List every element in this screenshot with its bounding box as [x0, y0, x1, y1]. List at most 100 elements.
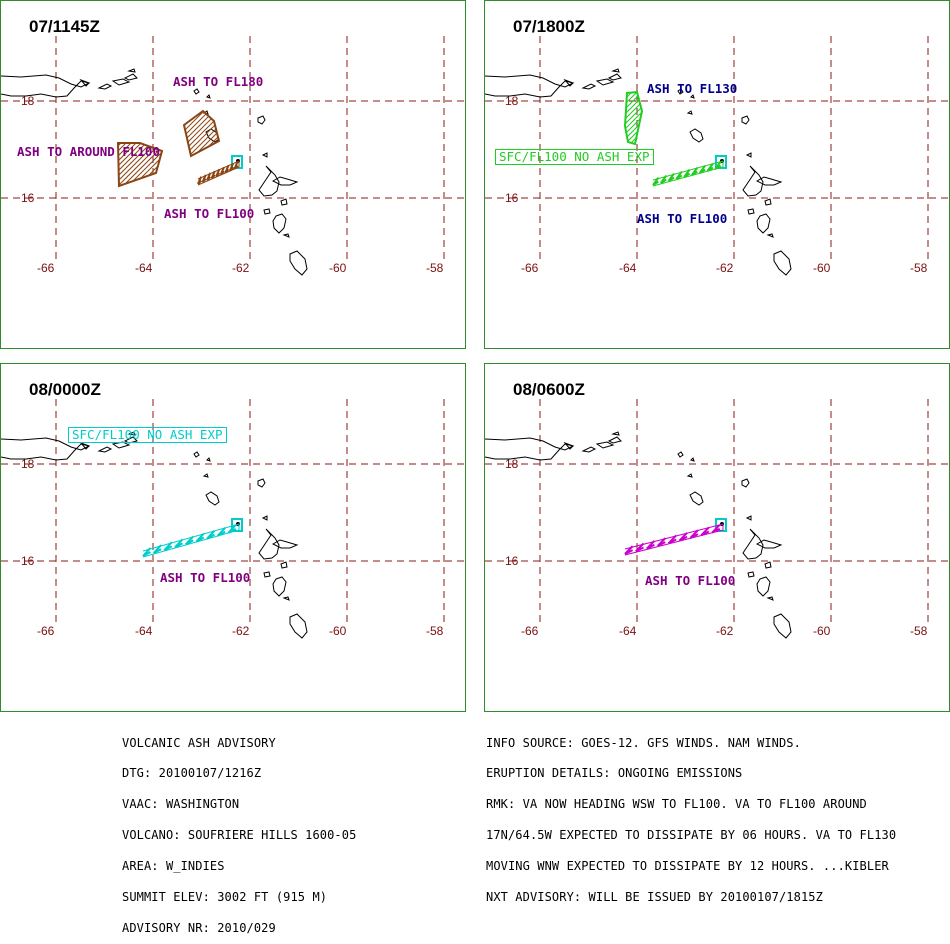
plume-stroke [174, 542, 183, 549]
coastline [745, 152, 752, 158]
coastline [595, 441, 615, 449]
coastline [127, 431, 136, 436]
ash-plume [652, 160, 724, 187]
advisory-line: AREA: W_INDIES [122, 859, 225, 874]
plume-stroke [691, 170, 698, 176]
map-canvas [485, 36, 950, 276]
plume-stroke [683, 172, 691, 178]
lon-tick-62: -62 [716, 261, 734, 275]
coastline [607, 73, 622, 81]
coastline [202, 473, 209, 478]
coastline [766, 233, 774, 238]
coastline [756, 213, 771, 234]
lat-tick-18: 18 [21, 94, 35, 108]
coastline [747, 208, 755, 215]
coastline [206, 94, 211, 99]
plume-stroke [210, 174, 216, 180]
hatch-line [184, 111, 219, 156]
coastline [764, 561, 772, 569]
panel-time-label: 08/0000Z [29, 380, 101, 399]
hatch-line [118, 143, 162, 186]
coastline [258, 165, 280, 197]
map-canvas [1, 36, 467, 276]
hatch-line [208, 111, 219, 156]
coastline [257, 478, 266, 488]
coastline [595, 78, 615, 86]
hatch-line [655, 92, 707, 144]
no-ash-box-label: SFC/FL100 NO ASH EXP [495, 149, 654, 165]
hatch-line [127, 143, 162, 186]
advisory-line: MOVING WNW EXPECTED TO DISSIPATE BY 12 H… [486, 859, 889, 874]
panel-time-label: 07/1145Z [29, 17, 100, 36]
plume-stroke [206, 176, 212, 181]
coastline [485, 74, 575, 98]
map-canvas [1, 399, 467, 639]
lon-tick-64: -64 [619, 624, 637, 638]
hatch-line [634, 92, 642, 144]
coastline [686, 473, 693, 478]
coastline [607, 436, 622, 444]
hatch-line [650, 92, 702, 144]
plume-stroke [668, 176, 675, 182]
coastline [261, 152, 268, 158]
plume-stroke [668, 538, 677, 545]
coastline [563, 441, 574, 450]
map-panel-0711: 07/1145Z ASH TO FL180 ASH TO AROUND FL10… [0, 0, 467, 349]
plume-stroke [678, 535, 688, 542]
coastline [206, 457, 211, 462]
coastline [127, 68, 136, 73]
ash-label-fl130: ASH TO FL130 [647, 81, 738, 96]
lon-tick-60: -60 [813, 624, 831, 638]
lon-tick-66: -66 [37, 261, 55, 275]
plume-outline [142, 523, 240, 558]
coastline [689, 491, 704, 506]
hatch-line [625, 92, 642, 144]
hatch-line [213, 111, 219, 156]
hatch-line [274, 111, 319, 156]
hatch-line [625, 92, 633, 144]
panel-time-label: 07/1800Z [513, 17, 585, 36]
plume-outline [652, 160, 724, 187]
hatch-line [229, 111, 274, 156]
plume-stroke [657, 541, 666, 547]
hatch-line [184, 111, 215, 156]
plume-stroke [660, 178, 667, 184]
coastline [689, 128, 704, 143]
coastline [257, 115, 266, 125]
hatch-line [675, 92, 727, 144]
coastline [97, 83, 113, 90]
coastline [741, 478, 750, 488]
hatch-line [249, 111, 294, 156]
coastline [581, 446, 597, 453]
plume-stroke [220, 170, 225, 176]
hatch-line [670, 92, 722, 144]
lat-tick-18: 18 [505, 94, 519, 108]
hatch-line [639, 92, 642, 144]
coastline [271, 539, 299, 549]
coastline [289, 613, 308, 639]
coastline [280, 561, 288, 569]
hatch-line [208, 143, 251, 186]
advisory-line: NXT ADVISORY: WILL BE ISSUED BY 20100107… [486, 890, 823, 905]
ash-polygon-fl130 [623, 90, 644, 146]
plume-stroke [675, 174, 683, 180]
hatch-line [700, 92, 752, 144]
hatch-line [625, 92, 642, 144]
coastline [280, 198, 288, 206]
panel-time-label: 08/0600Z [513, 380, 585, 399]
lon-tick-60: -60 [813, 261, 831, 275]
coastline [755, 176, 783, 186]
lon-tick-66: -66 [521, 261, 539, 275]
lon-tick-62: -62 [232, 261, 250, 275]
plume-stroke [699, 168, 706, 174]
advisory-line: VOLCANIC ASH ADVISORY [122, 735, 276, 750]
coastline [742, 528, 764, 560]
plume-stroke [646, 543, 655, 550]
ash-label-fl100: ASH TO FL100 [645, 573, 736, 588]
coastline [563, 78, 574, 87]
coastline [193, 451, 200, 458]
coastline [1, 74, 91, 98]
ash-plume [624, 523, 724, 556]
plume-stroke [197, 179, 202, 185]
coastline [258, 528, 280, 560]
